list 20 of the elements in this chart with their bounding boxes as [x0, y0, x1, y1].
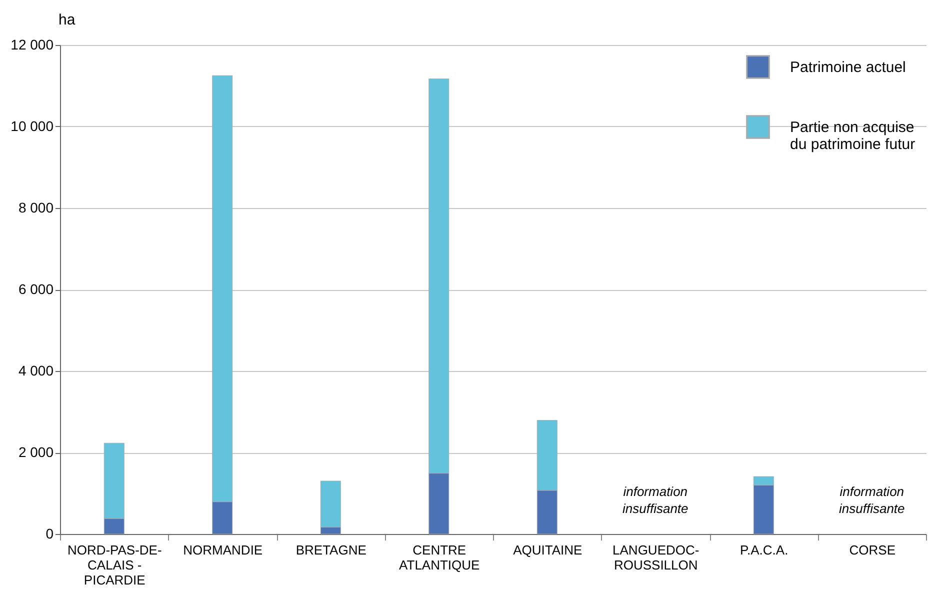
- y-tick-label: 0: [46, 526, 54, 542]
- x-tick-label: NORD-PAS-DE-CALAIS - PICARDIE: [67, 542, 162, 588]
- x-tick-label: CENTRE ATLANTIQUE: [399, 542, 480, 572]
- annotation: information insuffisante: [622, 484, 688, 516]
- x-tick-label: BRETAGNE: [296, 542, 367, 558]
- legend-label: Partie non acquise du patrimoine futur: [790, 119, 916, 153]
- y-tick-label: 8 000: [18, 200, 54, 216]
- x-tick-label: NORMANDIE: [183, 542, 263, 558]
- y-axis-title: ha: [58, 12, 76, 28]
- x-tick-label: CORSE: [849, 542, 896, 558]
- x-tick-label: P.A.C.A.: [740, 542, 788, 558]
- y-tick-label: 12 000: [10, 36, 54, 52]
- y-tick-label: 2 000: [18, 444, 54, 460]
- y-tick-label: 4 000: [18, 362, 54, 378]
- x-tick-label: LANGUEDOC-ROUSSILLON: [612, 542, 700, 572]
- x-tick-label: AQUITAINE: [513, 542, 582, 558]
- y-tick-label: 6 000: [18, 281, 54, 297]
- y-tick-label: 10 000: [10, 118, 54, 134]
- legend-label: Patrimoine actuel: [790, 59, 906, 76]
- annotation: information insuffisante: [838, 484, 905, 516]
